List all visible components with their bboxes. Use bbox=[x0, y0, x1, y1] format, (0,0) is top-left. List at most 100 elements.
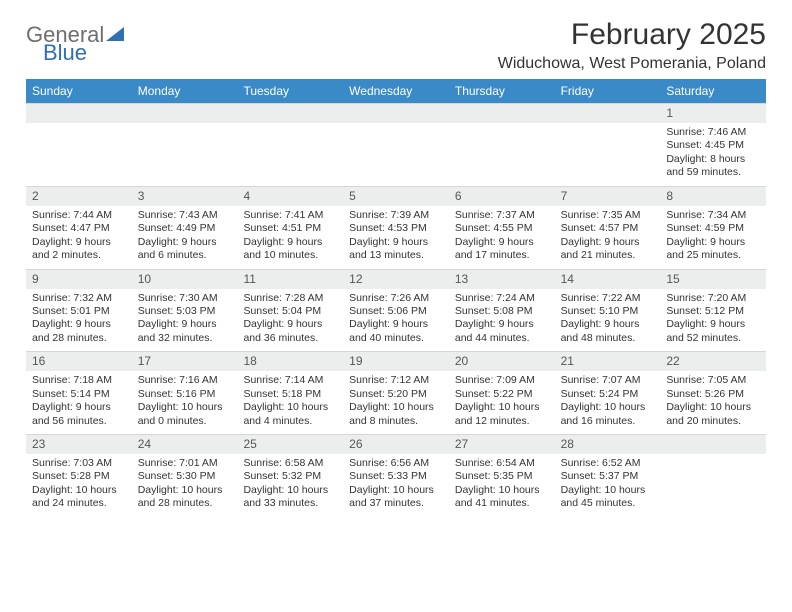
title-block: February 2025 Widuchowa, West Pomerania,… bbox=[498, 18, 766, 73]
day-details: Sunrise: 6:52 AMSunset: 5:37 PMDaylight:… bbox=[555, 454, 661, 517]
day-detail-line: Daylight: 9 hours bbox=[349, 236, 443, 249]
day-detail-line: Sunrise: 7:39 AM bbox=[349, 209, 443, 222]
day-detail-line: Daylight: 8 hours bbox=[666, 153, 760, 166]
weekday-header: Tuesday bbox=[237, 79, 343, 103]
day-detail-line: and 24 minutes. bbox=[32, 497, 126, 510]
day-cell: 9Sunrise: 7:32 AMSunset: 5:01 PMDaylight… bbox=[26, 270, 132, 352]
day-details: Sunrise: 7:05 AMSunset: 5:26 PMDaylight:… bbox=[660, 371, 766, 434]
day-cell: 19Sunrise: 7:12 AMSunset: 5:20 PMDayligh… bbox=[343, 352, 449, 434]
day-details bbox=[237, 123, 343, 132]
day-details: Sunrise: 7:18 AMSunset: 5:14 PMDaylight:… bbox=[26, 371, 132, 434]
day-detail-line: Sunrise: 7:24 AM bbox=[455, 292, 549, 305]
day-number: 3 bbox=[132, 187, 238, 206]
day-details: Sunrise: 7:01 AMSunset: 5:30 PMDaylight:… bbox=[132, 454, 238, 517]
day-detail-line: Daylight: 10 hours bbox=[349, 484, 443, 497]
day-detail-line: Sunset: 5:37 PM bbox=[561, 470, 655, 483]
day-detail-line: Daylight: 9 hours bbox=[138, 236, 232, 249]
week-row: 16Sunrise: 7:18 AMSunset: 5:14 PMDayligh… bbox=[26, 351, 766, 434]
weekday-header-row: SundayMondayTuesdayWednesdayThursdayFrid… bbox=[26, 79, 766, 103]
day-detail-line: Sunset: 5:01 PM bbox=[32, 305, 126, 318]
day-detail-line: Sunrise: 7:37 AM bbox=[455, 209, 549, 222]
day-cell: 21Sunrise: 7:07 AMSunset: 5:24 PMDayligh… bbox=[555, 352, 661, 434]
day-detail-line: and 48 minutes. bbox=[561, 332, 655, 345]
day-details: Sunrise: 7:30 AMSunset: 5:03 PMDaylight:… bbox=[132, 289, 238, 352]
day-detail-line: Sunset: 5:18 PM bbox=[243, 388, 337, 401]
day-number: 7 bbox=[555, 187, 661, 206]
day-detail-line: Daylight: 10 hours bbox=[666, 401, 760, 414]
day-detail-line: Sunrise: 7:01 AM bbox=[138, 457, 232, 470]
day-cell: 18Sunrise: 7:14 AMSunset: 5:18 PMDayligh… bbox=[237, 352, 343, 434]
day-detail-line: Sunrise: 7:32 AM bbox=[32, 292, 126, 305]
day-detail-line: Sunset: 4:57 PM bbox=[561, 222, 655, 235]
day-detail-line: and 10 minutes. bbox=[243, 249, 337, 262]
day-detail-line: Daylight: 9 hours bbox=[138, 318, 232, 331]
day-details bbox=[449, 123, 555, 132]
day-detail-line: Sunrise: 7:16 AM bbox=[138, 374, 232, 387]
day-cell: 1Sunrise: 7:46 AMSunset: 4:45 PMDaylight… bbox=[660, 104, 766, 186]
day-number: 24 bbox=[132, 435, 238, 454]
day-cell bbox=[449, 104, 555, 186]
week-row: 23Sunrise: 7:03 AMSunset: 5:28 PMDayligh… bbox=[26, 434, 766, 517]
day-cell: 8Sunrise: 7:34 AMSunset: 4:59 PMDaylight… bbox=[660, 187, 766, 269]
calendar-page: General February 2025 Widuchowa, West Po… bbox=[0, 0, 792, 517]
day-detail-line: Sunset: 5:20 PM bbox=[349, 388, 443, 401]
day-detail-line: Sunset: 5:33 PM bbox=[349, 470, 443, 483]
day-detail-line: and 36 minutes. bbox=[243, 332, 337, 345]
day-detail-line: Sunset: 5:08 PM bbox=[455, 305, 549, 318]
week-row: 1Sunrise: 7:46 AMSunset: 4:45 PMDaylight… bbox=[26, 103, 766, 186]
day-number: 18 bbox=[237, 352, 343, 371]
day-number: 27 bbox=[449, 435, 555, 454]
day-details: Sunrise: 7:03 AMSunset: 5:28 PMDaylight:… bbox=[26, 454, 132, 517]
day-detail-line: Sunrise: 7:05 AM bbox=[666, 374, 760, 387]
day-detail-line: Sunset: 5:26 PM bbox=[666, 388, 760, 401]
day-details: Sunrise: 7:35 AMSunset: 4:57 PMDaylight:… bbox=[555, 206, 661, 269]
day-detail-line: Daylight: 9 hours bbox=[455, 318, 549, 331]
day-detail-line: Daylight: 10 hours bbox=[561, 484, 655, 497]
day-detail-line: Daylight: 9 hours bbox=[666, 318, 760, 331]
day-detail-line: and 20 minutes. bbox=[666, 415, 760, 428]
day-cell: 11Sunrise: 7:28 AMSunset: 5:04 PMDayligh… bbox=[237, 270, 343, 352]
day-detail-line: and 32 minutes. bbox=[138, 332, 232, 345]
day-detail-line: Sunrise: 7:22 AM bbox=[561, 292, 655, 305]
day-detail-line: Sunset: 5:03 PM bbox=[138, 305, 232, 318]
day-details: Sunrise: 7:39 AMSunset: 4:53 PMDaylight:… bbox=[343, 206, 449, 269]
day-detail-line: Sunset: 4:45 PM bbox=[666, 139, 760, 152]
day-cell: 15Sunrise: 7:20 AMSunset: 5:12 PMDayligh… bbox=[660, 270, 766, 352]
day-cell: 27Sunrise: 6:54 AMSunset: 5:35 PMDayligh… bbox=[449, 435, 555, 517]
day-cell: 7Sunrise: 7:35 AMSunset: 4:57 PMDaylight… bbox=[555, 187, 661, 269]
day-detail-line: and 16 minutes. bbox=[561, 415, 655, 428]
week-row: 2Sunrise: 7:44 AMSunset: 4:47 PMDaylight… bbox=[26, 186, 766, 269]
day-detail-line: Sunset: 4:55 PM bbox=[455, 222, 549, 235]
day-detail-line: and 0 minutes. bbox=[138, 415, 232, 428]
day-cell: 20Sunrise: 7:09 AMSunset: 5:22 PMDayligh… bbox=[449, 352, 555, 434]
day-number bbox=[237, 104, 343, 123]
day-details: Sunrise: 7:37 AMSunset: 4:55 PMDaylight:… bbox=[449, 206, 555, 269]
day-detail-line: and 44 minutes. bbox=[455, 332, 549, 345]
day-cell: 3Sunrise: 7:43 AMSunset: 4:49 PMDaylight… bbox=[132, 187, 238, 269]
logo-triangle-icon bbox=[106, 27, 124, 41]
day-cell: 17Sunrise: 7:16 AMSunset: 5:16 PMDayligh… bbox=[132, 352, 238, 434]
day-detail-line: Sunrise: 6:56 AM bbox=[349, 457, 443, 470]
day-detail-line: and 17 minutes. bbox=[455, 249, 549, 262]
day-number: 11 bbox=[237, 270, 343, 289]
day-detail-line: Daylight: 9 hours bbox=[243, 318, 337, 331]
day-detail-line: Sunrise: 7:34 AM bbox=[666, 209, 760, 222]
day-detail-line: Sunrise: 6:58 AM bbox=[243, 457, 337, 470]
day-details: Sunrise: 7:14 AMSunset: 5:18 PMDaylight:… bbox=[237, 371, 343, 434]
day-cell bbox=[555, 104, 661, 186]
day-detail-line: and 28 minutes. bbox=[138, 497, 232, 510]
day-details bbox=[343, 123, 449, 132]
day-detail-line: Sunset: 5:32 PM bbox=[243, 470, 337, 483]
day-details: Sunrise: 7:16 AMSunset: 5:16 PMDaylight:… bbox=[132, 371, 238, 434]
day-number bbox=[660, 435, 766, 454]
weekday-header: Saturday bbox=[660, 79, 766, 103]
day-number: 4 bbox=[237, 187, 343, 206]
day-number: 1 bbox=[660, 104, 766, 123]
day-detail-line: Sunrise: 7:07 AM bbox=[561, 374, 655, 387]
day-number: 26 bbox=[343, 435, 449, 454]
day-cell: 12Sunrise: 7:26 AMSunset: 5:06 PMDayligh… bbox=[343, 270, 449, 352]
day-detail-line: and 45 minutes. bbox=[561, 497, 655, 510]
day-cell: 28Sunrise: 6:52 AMSunset: 5:37 PMDayligh… bbox=[555, 435, 661, 517]
day-details bbox=[26, 123, 132, 132]
day-number: 5 bbox=[343, 187, 449, 206]
